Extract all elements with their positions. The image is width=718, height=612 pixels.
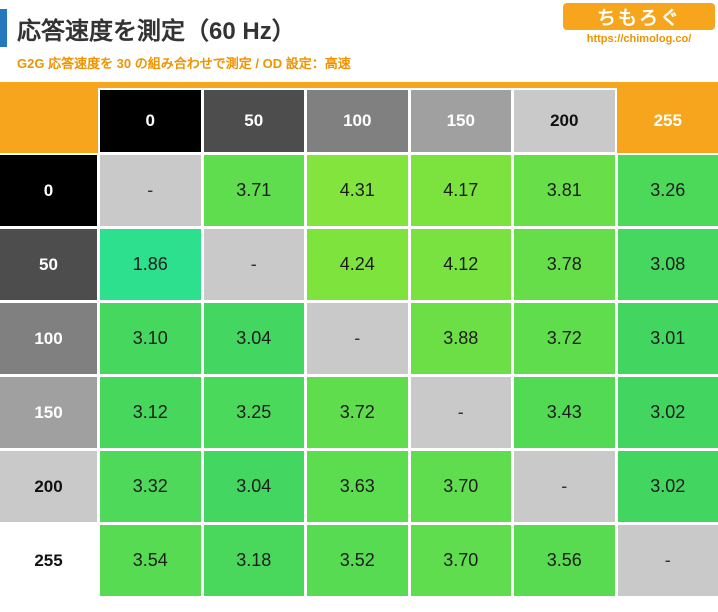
heatmap-cell: 3.32 (98, 449, 203, 524)
heatmap-cell: 3.72 (305, 375, 410, 450)
col-header-255: 255 (653, 111, 682, 130)
heatmap-cell: 3.54 (98, 523, 203, 598)
col-header-100: 100 (305, 88, 410, 154)
title-accent-bar (0, 9, 7, 47)
diagonal-cell: - (408, 375, 513, 450)
diagonal-cell: - (615, 523, 718, 598)
heatmap-cell: 3.01 (615, 301, 718, 376)
heatmap-cell: 3.18 (201, 523, 306, 598)
heatmap-cell: 3.70 (408, 449, 513, 524)
heatmap-cell: 3.26 (615, 153, 718, 228)
heatmap-cell: 4.31 (305, 153, 410, 228)
heatmap-cell: 3.12 (98, 375, 203, 450)
heatmap-cell: 3.52 (305, 523, 410, 598)
heatmap-cell: 3.78 (512, 227, 617, 302)
col-header-200: 200 (512, 88, 617, 154)
row-header-200: 200 (0, 449, 99, 524)
heatmap-cell: 4.24 (305, 227, 410, 302)
heatmap-cell: 4.12 (408, 227, 513, 302)
heatmap-cell: 3.04 (201, 449, 306, 524)
heatmap-cell: 3.08 (615, 227, 718, 302)
row-header-255: 255 (0, 523, 99, 598)
diagonal-cell: - (98, 153, 203, 228)
col-header-50: 50 (201, 88, 306, 154)
heatmap-cell: 3.43 (512, 375, 617, 450)
heatmap-cell: 3.70 (408, 523, 513, 598)
page-subtitle: G2G 応答速度を 30 の組み合わせで測定 / OD 設定：高速 (17, 56, 351, 71)
row-header-0: 0 (0, 153, 99, 228)
diagonal-cell: - (305, 301, 410, 376)
col-header-150: 150 (408, 88, 513, 154)
table-corner (0, 90, 97, 152)
row-header-150: 150 (0, 375, 99, 450)
heatmap-cell: 3.10 (98, 301, 203, 376)
diagonal-cell: - (201, 227, 306, 302)
heatmap-cell: 3.56 (512, 523, 617, 598)
heatmap-cell: 3.72 (512, 301, 617, 376)
heatmap-cell: 3.81 (512, 153, 617, 228)
heatmap-cell: 3.63 (305, 449, 410, 524)
heatmap-grid: 0 50 100 150 200 255 0-3.71 4.31 4.17 3.81 3.26 50 1… (0, 88, 718, 598)
heatmap-cell: 4.17 (408, 153, 513, 228)
heatmap-cell: 3.04 (201, 301, 306, 376)
heatmap-cell: 3.02 (615, 449, 718, 524)
heatmap-cell: 3.25 (201, 375, 306, 450)
site-logo-badge: ちもろぐ (563, 3, 715, 30)
heatmap-cell: 3.71 (201, 153, 306, 228)
col-header-0: 0 (98, 88, 203, 154)
heatmap-cell: 3.88 (408, 301, 513, 376)
bottom-strip (0, 598, 718, 612)
row-header-50: 50 (0, 227, 99, 302)
site-url: https://chimolog.co/ (586, 33, 692, 45)
heatmap-cell: 1.86 (98, 227, 203, 302)
header-band: 応答速度を測定（60 Hz） G2G 応答速度を 30 の組み合わせで測定 / … (0, 0, 718, 82)
row-header-100: 100 (0, 301, 99, 376)
diagonal-cell: - (512, 449, 617, 524)
page-title: 応答速度を測定（60 Hz） (17, 18, 296, 45)
heatmap-cell: 3.02 (615, 375, 718, 450)
